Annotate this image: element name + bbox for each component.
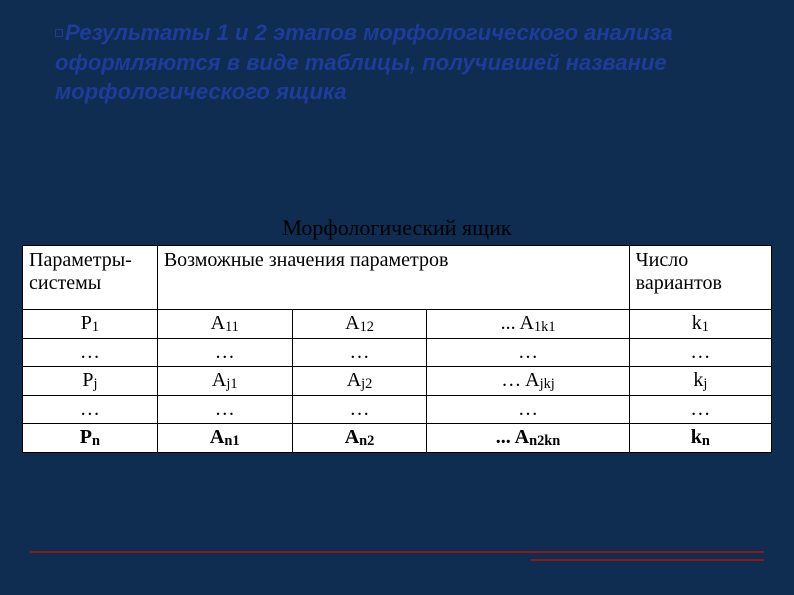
morphological-box: Морфологический ящик Параметры-системыВо… [22,215,772,453]
table-cell: … Ajkj [427,367,629,396]
column-header: Параметры-системы [23,246,158,310]
table-cell: Aj2 [292,367,427,396]
table-cell: … [157,396,292,424]
table-cell: A11 [157,310,292,339]
footer-accent-line-2 [530,559,764,561]
table-cell: … [23,339,158,367]
column-header: Возможные значения параметров [157,246,629,310]
table-cell: k1 [629,310,771,339]
table-cell: … [427,339,629,367]
table-cell: P1 [23,310,158,339]
slide-heading: Результаты 1 и 2 этапов морфологического… [55,18,754,107]
bullet-icon [55,29,63,37]
table-cell: … [157,339,292,367]
table-cell: kj [629,367,771,396]
table-cell: … [629,339,771,367]
table-cell: … [23,396,158,424]
table-row: PjAj1Aj2… Ajkjkj [23,367,772,396]
table-cell: Aj1 [157,367,292,396]
table-cell: A12 [292,310,427,339]
table-title: Морфологический ящик [22,215,772,241]
table-header-row: Параметры-системыВозможные значения пара… [23,246,772,310]
column-header: Число вариантов [629,246,771,310]
table-cell: … [629,396,771,424]
table-cell: … [292,396,427,424]
morphological-table: Параметры-системыВозможные значения пара… [22,245,772,453]
table-cell: Pn [23,424,158,453]
table-cell: … [427,396,629,424]
table-cell: ... An2kn [427,424,629,453]
table-cell: An1 [157,424,292,453]
table-cell: An2 [292,424,427,453]
heading-text: Результаты 1 и 2 этапов морфологического… [55,20,673,104]
footer-accent-line-1 [30,551,764,553]
table-row: PnAn1An2... An2knkn [23,424,772,453]
table-cell: kn [629,424,771,453]
table-cell: … [292,339,427,367]
table-cell: ... A1k1 [427,310,629,339]
table-row: …………… [23,339,772,367]
table-row: …………… [23,396,772,424]
table-cell: Pj [23,367,158,396]
table-row: P1A11A12... A1k1k1 [23,310,772,339]
